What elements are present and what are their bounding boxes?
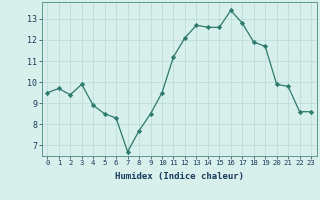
X-axis label: Humidex (Indice chaleur): Humidex (Indice chaleur): [115, 172, 244, 181]
